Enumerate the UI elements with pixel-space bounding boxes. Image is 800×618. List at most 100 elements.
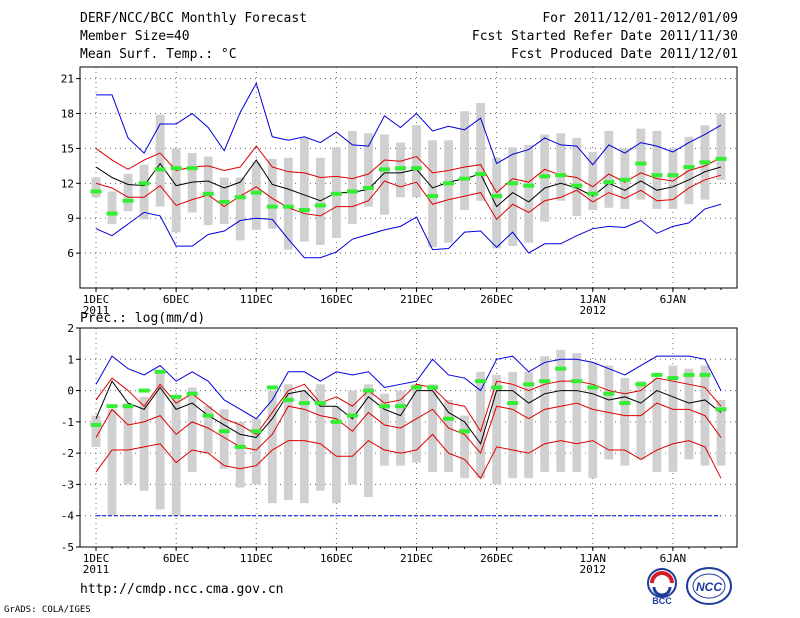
prec-member-mark [266, 385, 278, 390]
prec-spread-box [652, 378, 662, 472]
temp-line-max [96, 81, 722, 166]
prec-xtick-label: 6JAN [660, 552, 687, 565]
temp-spread-box [604, 130, 614, 208]
prec-spread-box [331, 406, 341, 504]
prec-spread-box [139, 396, 149, 491]
temp-line-p25 [95, 174, 722, 221]
temp-member-mark [154, 167, 166, 172]
temp-spread-box [91, 177, 101, 198]
prec-member-mark [282, 397, 294, 402]
prec-member-mark [234, 444, 246, 449]
prec-member-mark [603, 391, 615, 396]
prec-spread-box [588, 362, 598, 479]
temp-member-mark [635, 161, 647, 166]
temp-spread-box [107, 191, 117, 225]
temp-spread-box [171, 148, 181, 233]
temp-member-mark [715, 156, 727, 161]
prec-member-mark [635, 382, 647, 387]
bcc-logo: BCC [647, 568, 677, 606]
temp-spread-box [652, 130, 662, 209]
temp-spread-box [267, 158, 277, 229]
temp-ytick-label: 15 [61, 142, 74, 155]
prec-member-mark [587, 385, 599, 390]
prec-xtick-label: 26DEC [480, 552, 513, 565]
temp-spread-box [428, 140, 437, 248]
temp-member-mark [138, 181, 150, 186]
prec-member-mark [346, 413, 358, 418]
prec-spread-box [380, 393, 389, 466]
grads-credit: GrADS: COLA/IGES [4, 605, 91, 615]
prec-spread-box [283, 384, 293, 501]
temp-spread-box [668, 148, 678, 209]
prec-xtick-label: 1JAN [580, 552, 607, 565]
prec-line-p25 [95, 402, 722, 455]
temp-member-mark [459, 176, 471, 181]
prec-spread-box [315, 384, 325, 491]
prec-member-mark [106, 404, 118, 409]
prec-xtick-label: 16DEC [320, 552, 353, 565]
prec-spread-box [524, 371, 534, 479]
temp-xtick-label: 26DEC [480, 293, 513, 306]
temp-spread-box [364, 133, 373, 207]
prec-spread-box [684, 368, 694, 460]
temp-member-mark [571, 183, 583, 188]
prec-member-mark [202, 413, 214, 418]
temp-member-mark [106, 211, 118, 216]
temp-spread-box [283, 157, 293, 250]
temp-line-p75 [95, 145, 722, 194]
temp-spread-box [460, 111, 469, 211]
chart-title: DERF/NCC/BCC Monthly Forecast [80, 11, 307, 26]
temp-xtick-label: 11DEC [240, 293, 273, 306]
prec-xtick-label: 21DEC [400, 552, 433, 565]
prec-ytick-label: -2 [61, 447, 74, 460]
prec-member-mark [218, 429, 230, 434]
prec-ytick-label: -1 [61, 416, 74, 429]
prec-spread-box [187, 387, 197, 472]
prec-xtick-label: 1DEC [83, 552, 110, 565]
temp-member-mark [603, 180, 615, 185]
temp-spread-box [572, 137, 582, 216]
prec-line-max [95, 355, 722, 420]
temp-member-mark [427, 194, 439, 199]
temp-member-mark [282, 204, 294, 209]
prec-member-mark [314, 401, 326, 406]
temp-member-mark [362, 185, 374, 190]
source-url[interactable]: http://cmdp.ncc.cma.gov.cn [80, 582, 284, 597]
temp-spread-box [315, 157, 325, 245]
temp-member-mark [90, 189, 102, 194]
temp-member-mark [507, 181, 519, 186]
temp-spread-box [299, 137, 309, 242]
prec-member-mark [539, 379, 551, 384]
temp-spread-box [203, 156, 213, 226]
prec-ytick-label: 1 [67, 353, 74, 366]
prec-member-mark [555, 366, 567, 371]
temp-member-mark [378, 167, 390, 172]
temp-member-mark [170, 166, 182, 171]
temp-spread-box [556, 133, 566, 201]
prec-member-mark [427, 385, 439, 390]
temp-spread-box [348, 130, 357, 225]
temp-spread-box [476, 103, 486, 201]
prec-member-mark [699, 372, 711, 377]
member-size: Member Size=40 [80, 29, 190, 44]
prec-spread-box [540, 356, 550, 472]
prec-spread-box [107, 409, 117, 516]
temp-member-mark [298, 208, 310, 213]
prec-ytick-label: 2 [67, 322, 74, 335]
prec-member-mark [378, 404, 390, 409]
temp-spread-box [155, 114, 165, 207]
temp-member-mark [411, 166, 423, 171]
temp-member-mark [619, 177, 631, 182]
temp-xtick-label: 21DEC [400, 293, 433, 306]
prec-xtick-label: 6DEC [163, 552, 190, 565]
temp-member-mark [555, 173, 567, 178]
ncc-logo: NCC [686, 567, 732, 605]
temp-member-mark [122, 198, 134, 203]
temp-member-mark [202, 191, 214, 196]
temp-member-mark [699, 160, 711, 165]
temp-xtick-year: 2012 [580, 304, 607, 317]
prec-ytick-label: -4 [61, 510, 75, 523]
temp-spread-box [380, 134, 389, 215]
prec-spread-box [412, 384, 421, 463]
prec-spread-box [444, 399, 453, 472]
